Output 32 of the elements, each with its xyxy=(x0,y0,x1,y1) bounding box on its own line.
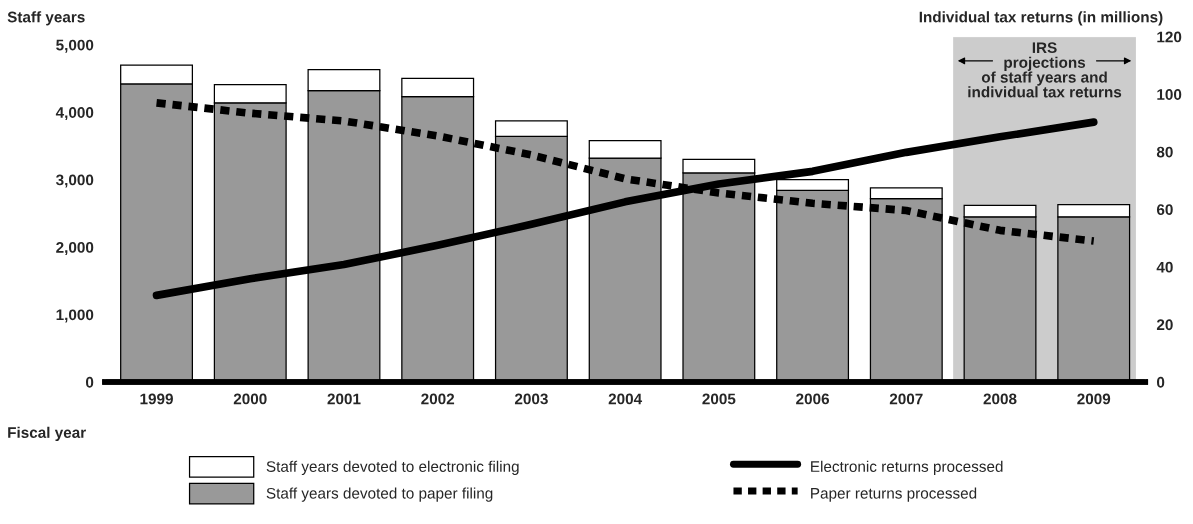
y-tick-label: 5,000 xyxy=(56,39,94,53)
y2-axis-title: Individual tax returns (in millions) xyxy=(919,11,1163,26)
legend-label: Staff years devoted to electronic filing xyxy=(266,460,519,475)
y-tick-label: 4,000 xyxy=(55,107,94,121)
x-tick-label: 1999 xyxy=(140,393,173,405)
x-tick-label: 2005 xyxy=(702,393,736,405)
y2-tick-label: 0 xyxy=(1156,376,1165,388)
legend-label: Paper returns processed xyxy=(811,487,977,502)
x-tick-label: 2002 xyxy=(421,393,455,405)
y-tick-label: 3,000 xyxy=(56,174,94,188)
x-tick-label: 2000 xyxy=(233,393,267,405)
y2-tick-label: 80 xyxy=(1156,146,1173,158)
x-tick-label: 2003 xyxy=(514,393,548,405)
legend-label: Electronic returns processed xyxy=(811,460,1003,475)
y-tick-label: 2,000 xyxy=(56,241,94,256)
x-tick-label: 2009 xyxy=(1077,393,1111,405)
x-axis-title: Fiscal year xyxy=(8,426,86,441)
x-tick-label: 2007 xyxy=(889,393,923,405)
band-label: IRS projections of staff years and individual tax returns xyxy=(968,42,1122,98)
y-axis-title: Staff years xyxy=(7,11,85,26)
x-tick-label: 2004 xyxy=(608,393,643,405)
legend-label: Staff years devoted to paper filing xyxy=(266,487,493,502)
y2-tick-label: 20 xyxy=(1156,319,1173,331)
x-tick-label: 2001 xyxy=(327,393,361,405)
x-tick-label: 2008 xyxy=(983,393,1017,405)
y2-tick-label: 100 xyxy=(1157,89,1182,100)
y-tick-label: 1,000 xyxy=(56,309,94,323)
x-tick-label: 2006 xyxy=(796,393,830,405)
y2-tick-label: 60 xyxy=(1156,204,1173,216)
y-tick-label: 0 xyxy=(85,376,94,388)
y2-tick-label: 40 xyxy=(1156,261,1173,273)
y2-tick-label: 120 xyxy=(1157,31,1182,43)
